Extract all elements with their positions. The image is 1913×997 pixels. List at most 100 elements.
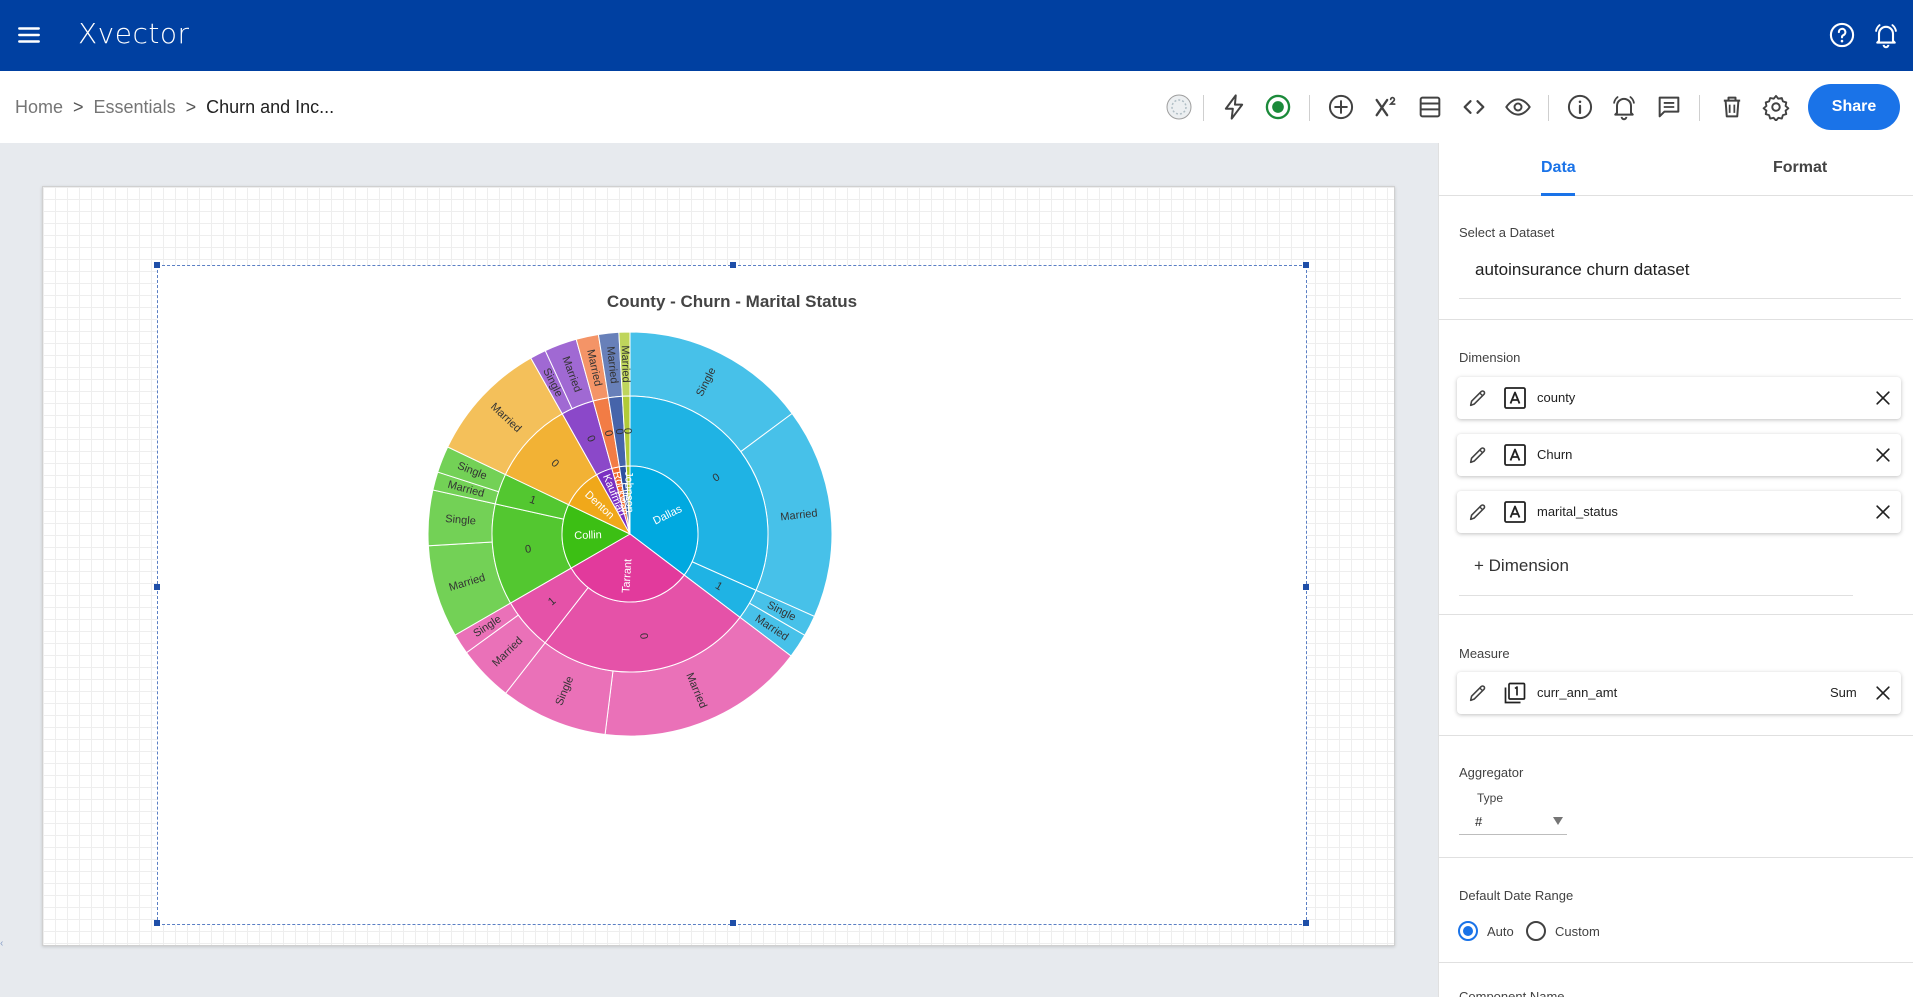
dimension-name: Churn	[1537, 447, 1573, 462]
measure-card[interactable]: curr_ann_amt Sum	[1457, 672, 1901, 714]
measure-aggregation[interactable]: Sum	[1830, 685, 1857, 700]
sunburst-label: 0	[524, 543, 532, 556]
text-type-icon	[1504, 501, 1526, 523]
sunburst-label: Married	[619, 345, 632, 383]
resize-handle[interactable]	[1303, 584, 1309, 590]
toolbar: Home > Essentials > Churn and Inc... Sha…	[0, 71, 1913, 143]
radio-auto-label: Auto	[1487, 923, 1514, 939]
breadcrumb-current: Churn and Inc...	[206, 97, 335, 117]
chevron-down-icon	[1553, 817, 1563, 825]
dimension-card[interactable]: county	[1457, 377, 1901, 419]
sunburst-label: 0	[637, 632, 650, 640]
breadcrumb: Home > Essentials > Churn and Inc...	[15, 97, 334, 118]
info-icon[interactable]	[1566, 93, 1594, 121]
sunburst-label: Single	[445, 513, 476, 527]
add-icon[interactable]	[1327, 93, 1355, 121]
sunburst-segment-county[interactable]	[629, 465, 699, 576]
app-header: Xvector	[0, 0, 1913, 71]
aggregator-type-label: Type	[1477, 791, 1504, 805]
sunburst-label: Johnson	[622, 471, 635, 513]
dataset-label: Select a Dataset	[1459, 225, 1555, 240]
dimension-card[interactable]: Churn	[1457, 434, 1901, 476]
sunburst-segment-county[interactable]	[570, 533, 685, 603]
sunburst-chart[interactable]: SingleMarried0SingleMarried1DallasMarrie…	[158, 266, 1308, 926]
status-indicator-icon[interactable]	[1165, 93, 1193, 121]
dashboard-canvas[interactable]: Single Married 0 Single Married 1 Dallas Marrie…	[42, 186, 1395, 946]
edit-icon[interactable]	[1467, 682, 1489, 704]
radio-custom[interactable]: Custom	[1525, 920, 1600, 942]
code-icon[interactable]	[1460, 93, 1488, 121]
sunburst-segment-county[interactable]	[561, 504, 632, 569]
dimension-label: Dimension	[1459, 350, 1521, 365]
resize-handle[interactable]	[154, 920, 160, 926]
notifications-icon[interactable]	[1872, 21, 1900, 49]
add-dimension-button[interactable]: + Dimension	[1474, 556, 1569, 575]
lightning-icon[interactable]	[1220, 93, 1248, 121]
sunburst-label: 0	[711, 471, 723, 484]
edit-icon[interactable]	[1467, 387, 1489, 409]
settings-icon[interactable]	[1762, 93, 1790, 121]
number-type-icon	[1504, 682, 1526, 704]
layout-icon[interactable]	[1416, 93, 1444, 121]
remove-icon[interactable]	[1873, 502, 1893, 522]
resize-handle[interactable]	[154, 262, 160, 268]
comment-icon[interactable]	[1655, 93, 1683, 121]
sunburst-label: 0	[602, 429, 615, 438]
tab-format[interactable]: Format	[1773, 159, 1828, 176]
radio-unchecked-icon[interactable]	[1525, 920, 1547, 942]
sunburst-label: Collin	[574, 529, 602, 542]
resize-handle[interactable]	[730, 920, 736, 926]
sunburst-segment-county[interactable]	[625, 465, 631, 535]
sunburst-label: 0	[621, 428, 633, 434]
sunburst-label: Married	[780, 507, 818, 523]
formula-icon[interactable]	[1372, 93, 1400, 121]
sunburst-label: 0	[613, 428, 626, 435]
breadcrumb-essentials[interactable]: Essentials	[93, 97, 176, 117]
radio-auto[interactable]: Auto	[1457, 920, 1514, 942]
delete-icon[interactable]	[1718, 93, 1746, 121]
help-icon[interactable]	[1828, 21, 1856, 49]
tab-data[interactable]: Data	[1541, 159, 1576, 176]
remove-icon[interactable]	[1873, 445, 1893, 465]
breadcrumb-home[interactable]: Home	[15, 97, 64, 117]
active-tab-indicator	[1541, 193, 1575, 196]
remove-icon[interactable]	[1873, 683, 1893, 703]
resize-handle[interactable]	[1303, 920, 1309, 926]
resize-handle[interactable]	[730, 262, 736, 268]
dimension-name: marital_status	[1537, 504, 1618, 519]
chart-title: County - Churn - Marital Status	[606, 292, 858, 311]
app-logo: Xvector	[78, 17, 190, 50]
radio-custom-label: Custom	[1555, 923, 1600, 939]
measure-label: Measure	[1459, 646, 1510, 661]
resize-handle[interactable]	[154, 584, 160, 590]
menu-icon[interactable]	[16, 22, 42, 48]
breadcrumb-separator: >	[73, 97, 84, 117]
measure-name: curr_ann_amt	[1537, 685, 1618, 700]
preview-icon[interactable]	[1504, 93, 1532, 121]
date-range-label: Default Date Range	[1459, 888, 1574, 903]
panel-tabs: Data Format	[1439, 143, 1913, 196]
edit-icon[interactable]	[1467, 501, 1489, 523]
text-type-icon	[1504, 444, 1526, 466]
edit-icon[interactable]	[1467, 444, 1489, 466]
alert-icon[interactable]	[1610, 93, 1638, 121]
chart-widget[interactable]: Single Married 0 Single Married 1 Dallas Marrie…	[154, 262, 1309, 926]
text-type-icon	[1504, 387, 1526, 409]
share-button[interactable]: Share	[1808, 84, 1900, 130]
resize-handle[interactable]	[1303, 262, 1309, 268]
remove-icon[interactable]	[1873, 388, 1893, 408]
sunburst-label: Married	[604, 346, 620, 384]
breadcrumb-separator: >	[185, 97, 197, 117]
aggregator-label: Aggregator	[1459, 765, 1524, 780]
dimension-card[interactable]: marital_status	[1457, 491, 1901, 533]
sunburst-label: 0	[584, 434, 597, 444]
component-name-label: Component Name	[1459, 989, 1565, 997]
record-icon[interactable]	[1264, 93, 1292, 121]
dataset-select[interactable]: autoinsurance churn dataset	[1475, 260, 1690, 279]
sunburst-label: 1	[713, 580, 724, 593]
properties-panel: Data Format Select a Dataset autoinsuran…	[1438, 143, 1913, 997]
radio-checked-icon[interactable]	[1457, 920, 1479, 942]
collapse-arrow-icon[interactable]: ‹	[0, 938, 4, 949]
aggregator-type-value: #	[1475, 814, 1483, 829]
aggregator-type-select[interactable]: #	[1459, 809, 1567, 835]
